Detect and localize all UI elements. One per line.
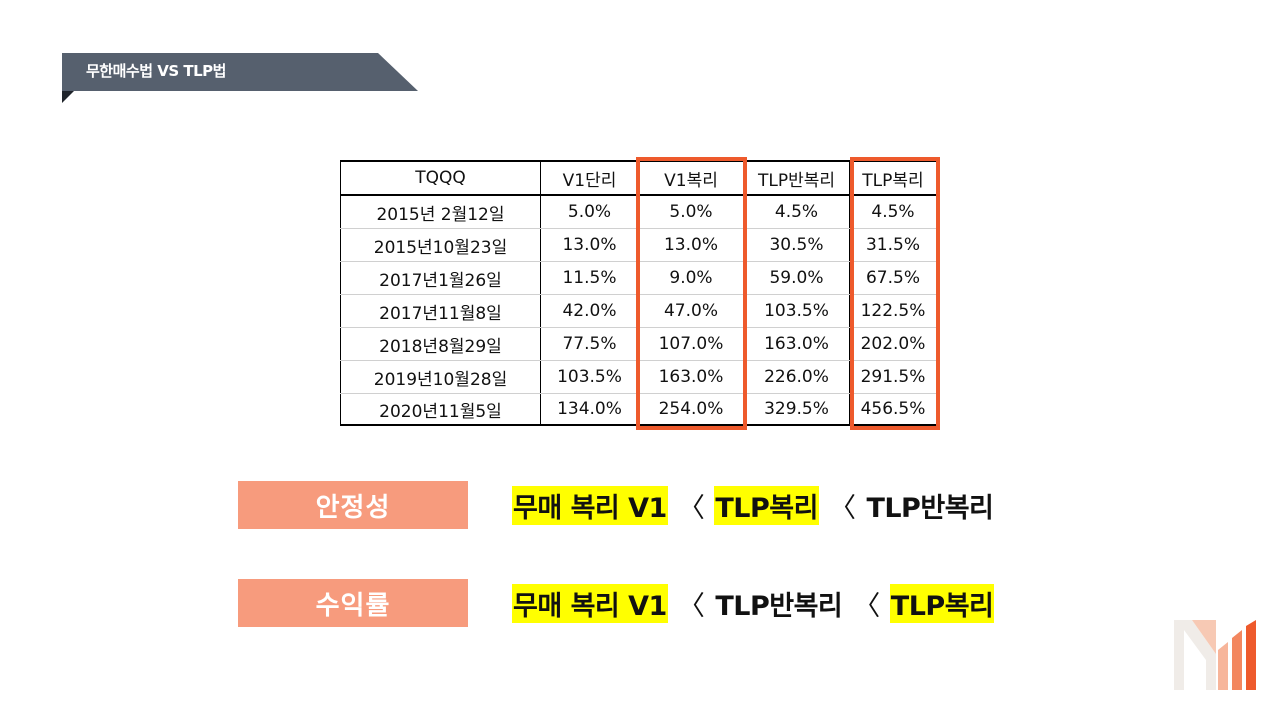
highlight-box-v1-compound <box>636 157 747 430</box>
ranking-term: TLP반복리 <box>866 492 994 524</box>
table-cell: 103.5% <box>743 294 850 328</box>
table-cell: 107.0% <box>638 327 744 361</box>
return-rate-label: 수익률 <box>238 579 468 627</box>
return-rate-ranking: 무매 복리 V1 〈 TLP반복리 〈 TLP복리 <box>512 583 995 623</box>
table-cell: 47.0% <box>638 294 744 328</box>
table-cell: 2017년11월8일 <box>340 294 541 328</box>
table-cell: 103.5% <box>540 360 639 394</box>
m-chart-logo-icon <box>1174 620 1256 690</box>
table-cell: 9.0% <box>638 261 744 295</box>
table-cell: 2018년8월29일 <box>340 327 541 361</box>
ranking-term: 무매 복리 V1 <box>512 583 668 623</box>
less-than-symbol: 〈 <box>853 590 880 622</box>
table-cell: 254.0% <box>638 393 744 426</box>
table-cell: 13.0% <box>540 228 639 262</box>
table-cell: 4.5% <box>849 195 937 229</box>
column-header: TLP반복리 <box>743 160 850 196</box>
table-cell: 5.0% <box>540 195 639 229</box>
ranking-term: TLP복리 <box>889 583 995 623</box>
stability-label: 안정성 <box>238 481 468 529</box>
table-cell: 329.5% <box>743 393 850 426</box>
table-cell: 134.0% <box>540 393 639 426</box>
stability-ranking: 무매 복리 V1 〈 TLP복리 〈 TLP반복리 <box>512 485 994 525</box>
table-cell: 42.0% <box>540 294 639 328</box>
less-than-symbol: 〈 <box>677 492 705 524</box>
table-cell: 163.0% <box>743 327 850 361</box>
page-title: 무한매수법 VS TLP법 <box>86 62 226 80</box>
table-cell: 67.5% <box>849 261 937 295</box>
table-row: 2015년10월23일 13.0% 13.0% 30.5% 31.5% <box>340 228 937 262</box>
column-header: TLP복리 <box>849 160 937 196</box>
column-header: V1복리 <box>638 160 744 196</box>
column-header: V1단리 <box>540 160 639 196</box>
returns-table: TQQQ V1단리 V1복리 TLP반복리 TLP복리 2015년 2월12일 … <box>340 160 937 426</box>
table-row: 2020년11월5일 134.0% 254.0% 329.5% 456.5% <box>340 393 937 426</box>
table-cell: 226.0% <box>743 360 850 394</box>
highlight-box-tlp-compound <box>850 157 940 430</box>
table-cell: 2015년10월23일 <box>340 228 541 262</box>
ranking-term: TLP복리 <box>714 485 819 525</box>
banner-fold <box>62 91 74 103</box>
less-than-symbol: 〈 <box>677 590 705 622</box>
table-row: 2018년8월29일 77.5% 107.0% 163.0% 202.0% <box>340 327 937 361</box>
table-row: 2017년1월26일 11.5% 9.0% 59.0% 67.5% <box>340 261 937 295</box>
table-cell: 2017년1월26일 <box>340 261 541 295</box>
returns-table-wrapper: TQQQ V1단리 V1복리 TLP반복리 TLP복리 2015년 2월12일 … <box>340 160 937 426</box>
table-cell: 59.0% <box>743 261 850 295</box>
table-row: 2017년11월8일 42.0% 47.0% 103.5% 122.5% <box>340 294 937 328</box>
table-cell: 13.0% <box>638 228 744 262</box>
ranking-term: TLP반복리 <box>715 590 843 622</box>
table-cell: 4.5% <box>743 195 850 229</box>
table-cell: 5.0% <box>638 195 744 229</box>
table-cell: 2015년 2월12일 <box>340 195 541 229</box>
table-cell: 163.0% <box>638 360 744 394</box>
table-cell: 30.5% <box>743 228 850 262</box>
table-cell: 2020년11월5일 <box>340 393 541 426</box>
table-cell: 2019년10월28일 <box>340 360 541 394</box>
ranking-term: 무매 복리 V1 <box>512 485 668 525</box>
less-than-symbol: 〈 <box>828 492 856 524</box>
table-header-row: TQQQ V1단리 V1복리 TLP반복리 TLP복리 <box>340 160 937 196</box>
column-header: TQQQ <box>340 160 541 196</box>
header-banner <box>62 53 418 91</box>
table-cell: 11.5% <box>540 261 639 295</box>
table-cell: 77.5% <box>540 327 639 361</box>
